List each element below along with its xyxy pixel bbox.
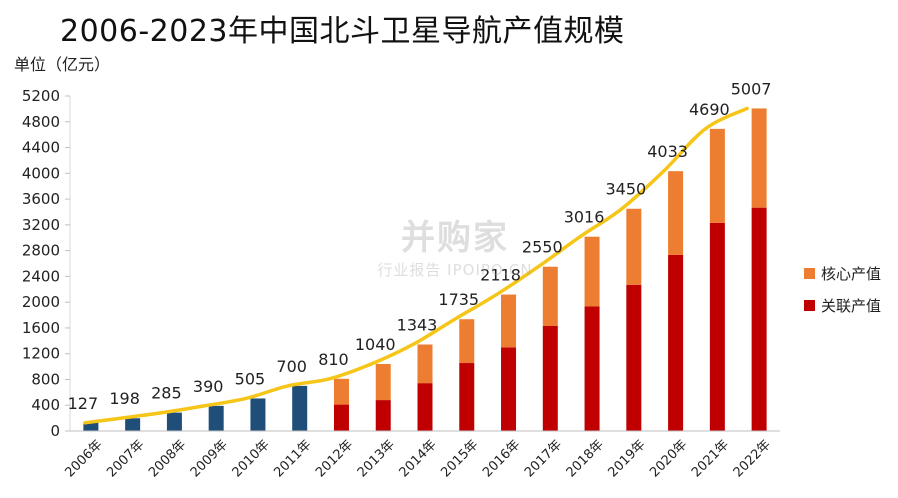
y-tick-label: 3200 [22, 216, 60, 234]
x-tick-label: 2011年 [271, 437, 314, 480]
legend-item-related: 关联产值 [804, 294, 881, 316]
total-label: 5007 [731, 79, 772, 98]
total-label: 390 [193, 377, 224, 396]
bar-core [709, 128, 725, 223]
bar-total [208, 405, 224, 431]
bar-related [501, 347, 517, 431]
y-tick-label: 5200 [22, 87, 60, 105]
bar-total [250, 398, 266, 431]
total-label: 3450 [605, 180, 646, 199]
legend-swatch-related [804, 299, 815, 311]
x-tick-label: 2015年 [438, 437, 481, 480]
x-tick-label: 2018年 [564, 437, 607, 480]
total-label: 505 [235, 369, 266, 388]
bar-related [417, 383, 433, 431]
x-tick-label: 2010年 [230, 437, 273, 480]
trend-line [83, 106, 749, 425]
x-tick-label: 2013年 [355, 437, 398, 480]
total-label: 1735 [438, 290, 479, 309]
y-tick-label: 800 [31, 370, 60, 388]
bar-core [584, 236, 600, 307]
y-tick-label: 2800 [22, 242, 60, 260]
bar-core [542, 266, 558, 326]
total-label: 700 [276, 357, 307, 376]
x-axis: 2006年2007年2008年2009年2010年2011年2012年2013年… [63, 430, 780, 480]
total-label: 198 [109, 389, 140, 408]
total-label: 2550 [522, 238, 563, 257]
bar-core [626, 208, 642, 285]
legend-swatch-core [804, 267, 815, 279]
bar-related [459, 363, 475, 431]
y-tick-label: 1600 [22, 319, 60, 337]
total-label: 2118 [480, 266, 521, 285]
bar-core [668, 171, 684, 255]
total-label: 4690 [689, 100, 730, 119]
bar-total [83, 422, 99, 431]
y-tick-label: 1200 [22, 345, 60, 363]
y-axis-label: 单位（亿元） [14, 55, 110, 74]
total-label: 1040 [355, 335, 396, 354]
total-label: 3016 [564, 208, 605, 227]
x-tick-label: 2019年 [605, 437, 648, 480]
x-tick-label: 2021年 [689, 437, 732, 480]
x-tick-label: 2008年 [146, 437, 189, 480]
bars-group [83, 108, 767, 431]
bar-related [709, 222, 725, 431]
bar-core [751, 108, 767, 208]
trend-line-group [83, 106, 749, 425]
y-tick-label: 400 [31, 396, 60, 414]
bar-total [292, 385, 308, 431]
bar-core [417, 344, 433, 384]
legend-item-core: 核心产值 [804, 262, 881, 284]
x-tick-label: 2006年 [63, 437, 106, 480]
bar-related [584, 306, 600, 431]
y-tick-label: 3600 [22, 190, 60, 208]
chart-title: 2006-2023年中国北斗卫星导航产值规模 [60, 14, 625, 49]
total-label: 4033 [647, 142, 688, 161]
bar-related [333, 404, 349, 431]
legend: 核心产值 关联产值 [804, 262, 881, 326]
bar-related [542, 325, 558, 431]
total-label: 285 [151, 384, 182, 403]
total-label: 127 [68, 394, 99, 413]
bar-related [751, 207, 767, 431]
x-tick-label: 2022年 [731, 437, 774, 480]
bar-core [501, 294, 517, 348]
y-tick-label: 2400 [22, 267, 60, 285]
bar-related [626, 284, 642, 431]
x-tick-label: 2016年 [480, 437, 523, 480]
y-tick-label: 0 [50, 422, 60, 440]
bar-related [375, 400, 391, 431]
legend-label-core: 核心产值 [821, 264, 882, 283]
x-tick-label: 2009年 [188, 437, 231, 480]
x-tick-label: 2020年 [647, 437, 690, 480]
bar-core [375, 364, 391, 401]
bar-related [668, 254, 684, 431]
x-tick-label: 2007年 [104, 437, 147, 480]
y-tick-label: 2000 [22, 293, 60, 311]
y-tick-label: 4400 [22, 139, 60, 157]
bar-total [125, 418, 141, 431]
x-tick-label: 2014年 [397, 437, 440, 480]
y-axis: 0 400 800 1200 1600 2000 2400 2800 3200 3600 4000 4… [22, 87, 71, 440]
total-labels-group: 127 198 285 390 505 700 810 1040134317352118255… [68, 79, 772, 412]
bar-total [166, 412, 182, 431]
x-tick-label: 2012年 [313, 437, 356, 480]
y-tick-label: 4800 [22, 113, 60, 131]
total-label: 810 [318, 350, 349, 369]
x-tick-label: 2017年 [522, 437, 565, 480]
total-label: 1343 [397, 315, 438, 334]
bar-core [333, 378, 349, 405]
y-tick-label: 4000 [22, 164, 60, 182]
bar-core [459, 319, 475, 364]
legend-label-related: 关联产值 [821, 296, 882, 315]
